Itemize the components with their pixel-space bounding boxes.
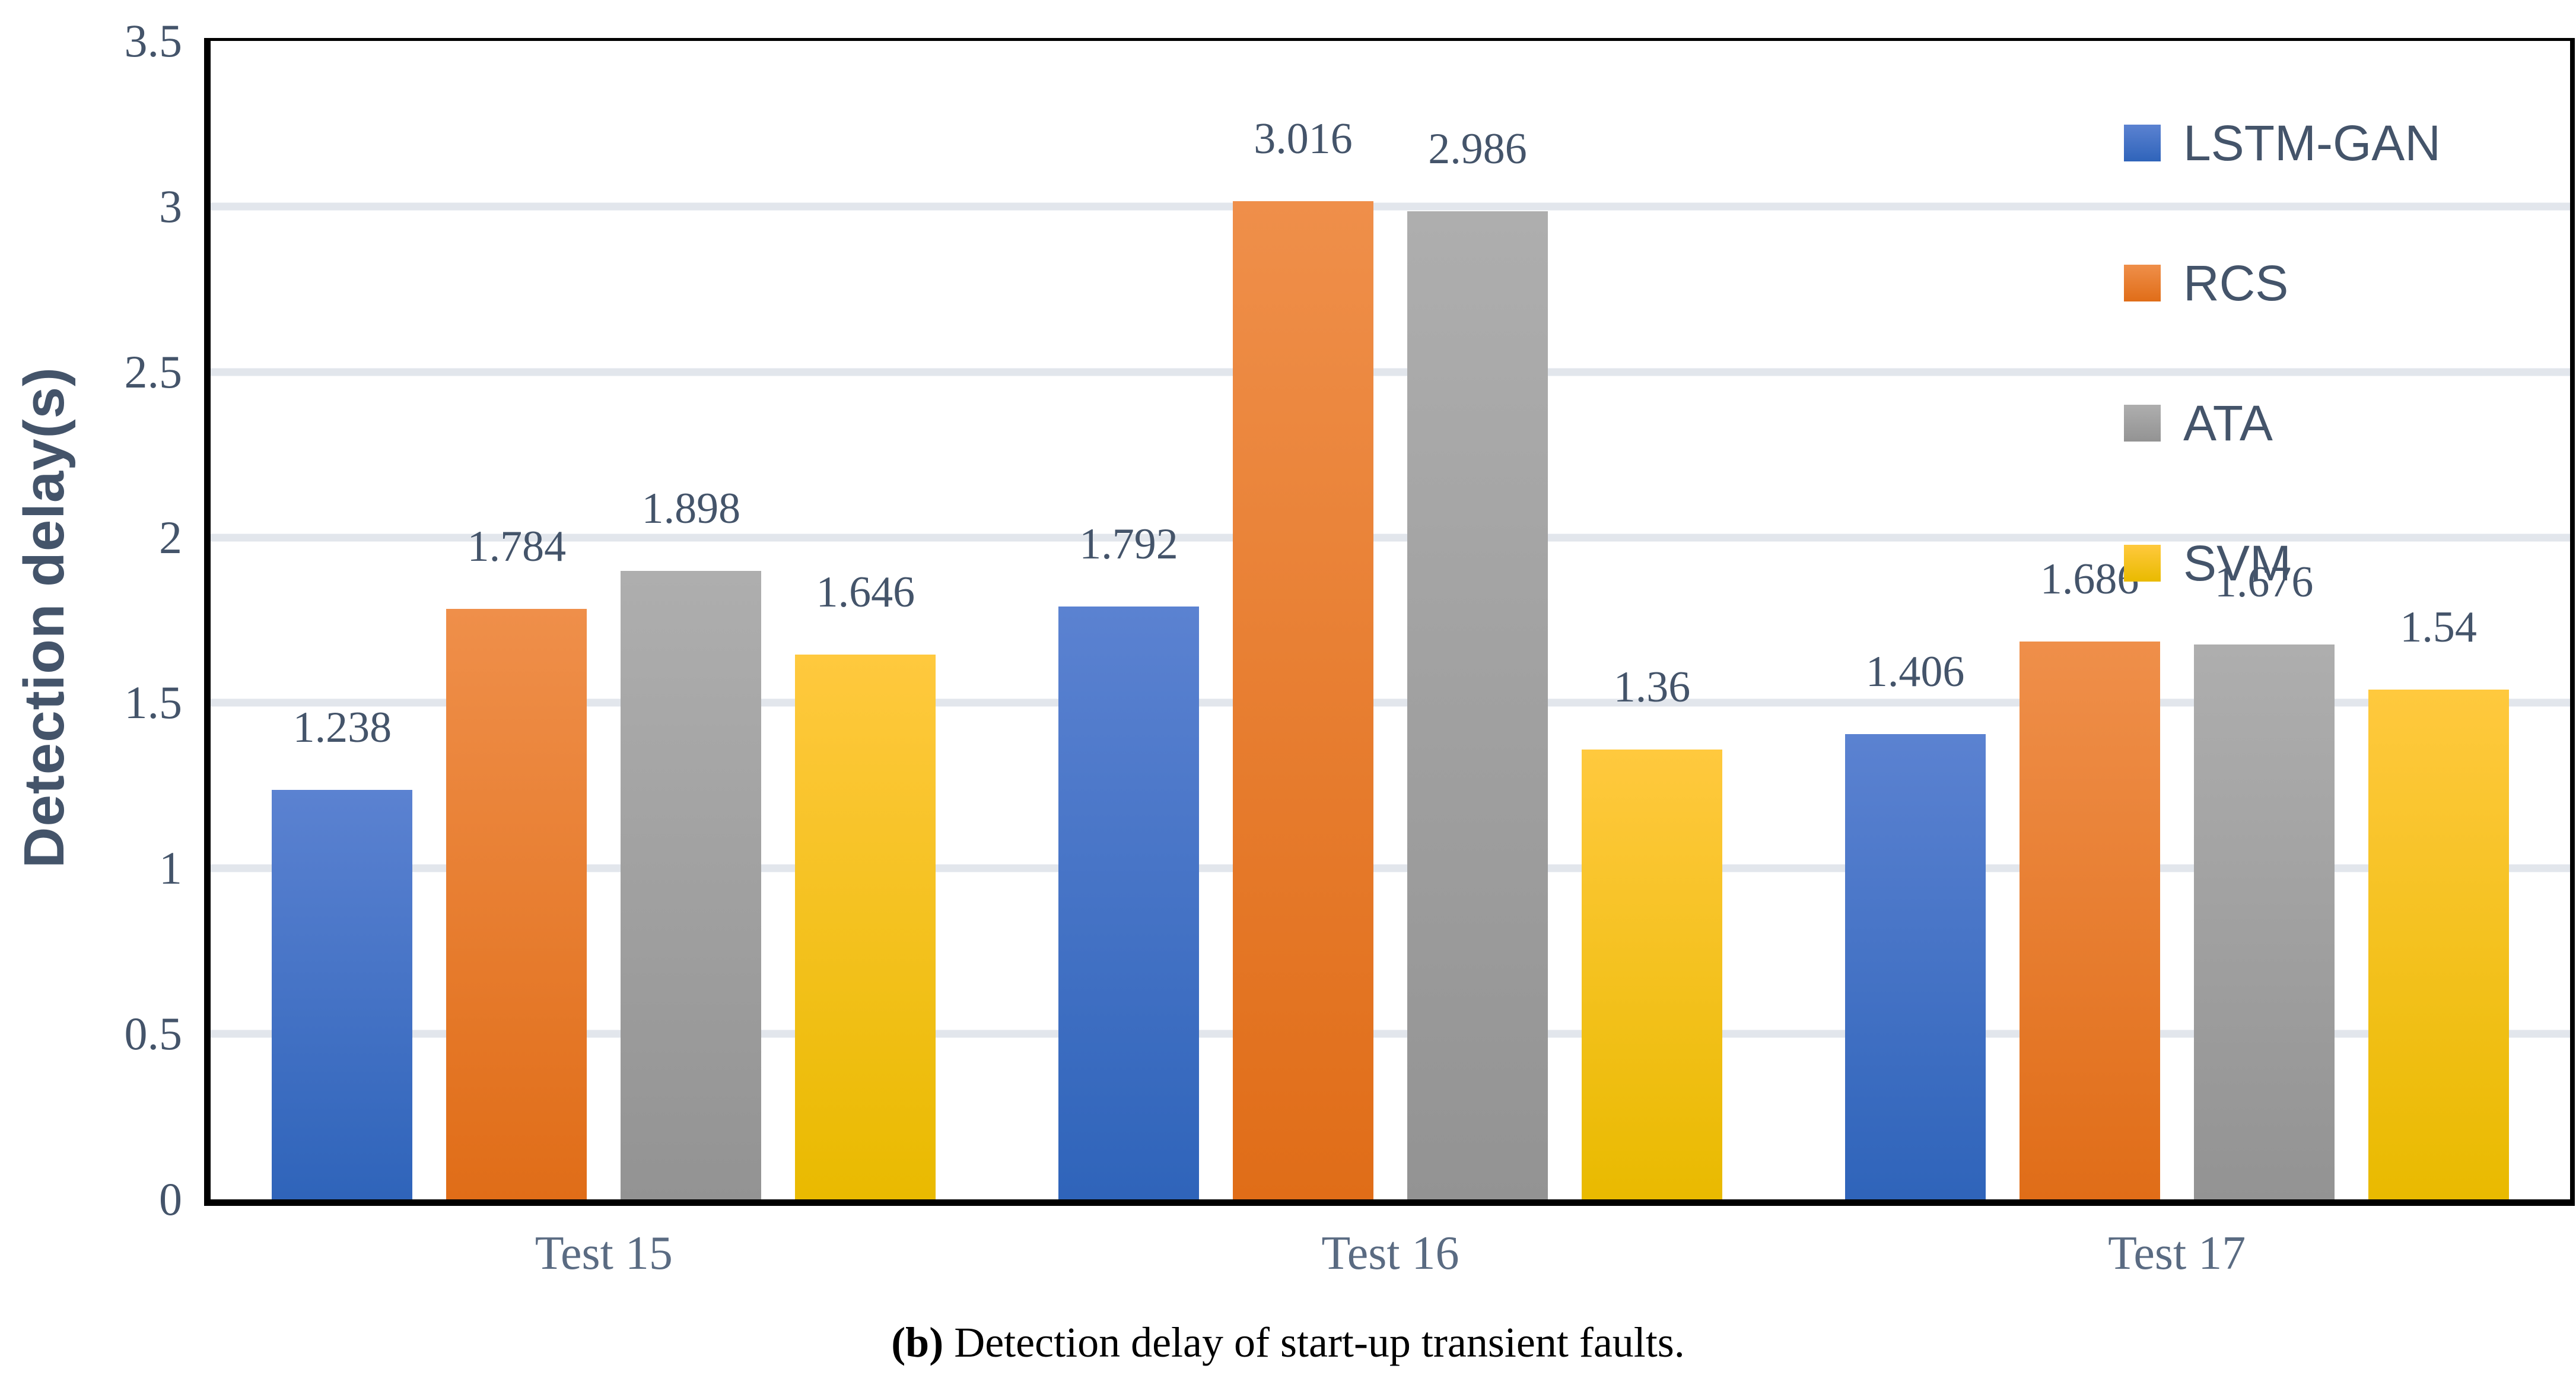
- x-category-label: Test 15: [535, 1227, 673, 1279]
- y-tick-label: 0.5: [124, 1008, 183, 1060]
- y-tick-label: 0: [159, 1173, 182, 1225]
- legend-item: SVM: [2123, 535, 2441, 591]
- y-tick-label: 3.5: [124, 15, 183, 66]
- caption-label: (b): [891, 1319, 944, 1366]
- bar-group: 1.238 1.784 1.898 1.646 Test 15: [272, 41, 936, 1279]
- gridline: [211, 202, 2570, 211]
- caption-text: Detection delay of start-up transient fa…: [943, 1319, 1685, 1366]
- bar-groups: 1.238 1.784 1.898 1.646 Test 15 1.792 3.016 2.9…: [211, 41, 2570, 1279]
- bar-svm: 1.36: [1581, 663, 1722, 1199]
- y-axis-title: Detection delay(s): [12, 366, 76, 868]
- x-category-label: Test 16: [1321, 1227, 1459, 1279]
- legend-swatch-icon: [2123, 405, 2161, 442]
- bar-ata: 1.898: [621, 484, 762, 1199]
- legend-label: LSTM-GAN: [2183, 115, 2441, 171]
- legend-label: SVM: [2183, 535, 2291, 591]
- bar-rcs: 3.016: [1232, 115, 1373, 1199]
- legend-label: ATA: [2183, 395, 2273, 451]
- legend: LSTM-GAN RCS ATA SVM: [2123, 115, 2441, 591]
- bar-rcs: 1.686: [2019, 555, 2160, 1199]
- bar-value-label: 1.646: [816, 568, 915, 617]
- plot-area: 0 0.5 1 1.5 2 2.5 3 3.5 1.238 1.784 1.898 1.646 Tes…: [125, 18, 2575, 1279]
- bar-value-label: 1.406: [1865, 647, 1965, 696]
- bar-lstm-gan: 1.792: [1058, 520, 1199, 1199]
- bar-svm: 1.54: [2368, 603, 2509, 1199]
- bar-value-label: 1.676: [2214, 558, 2314, 607]
- bar-value-label: 1.784: [467, 522, 567, 571]
- figure-caption: (b) Detection delay of start-up transien…: [0, 1318, 2576, 1367]
- legend-item: ATA: [2123, 395, 2441, 451]
- legend-item: LSTM-GAN: [2123, 115, 2441, 171]
- y-axis-title-wrap: Detection delay(s): [0, 38, 89, 1196]
- x-category-label: Test 17: [2108, 1227, 2246, 1279]
- bar-value-label: 1.238: [292, 703, 392, 752]
- bar-rcs: 1.784: [446, 522, 587, 1199]
- bar-value-label: 3.016: [1254, 114, 1353, 163]
- y-tick-label: 1.5: [124, 677, 183, 729]
- bar-ata: 1.676: [2193, 558, 2335, 1199]
- y-tick-label: 3: [159, 180, 182, 232]
- legend-swatch-icon: [2123, 265, 2161, 301]
- bar-group: 1.406 1.686 1.676 1.54 Test 17: [1844, 41, 2509, 1279]
- legend-swatch-icon: [2123, 125, 2161, 161]
- gridline: [211, 368, 2570, 376]
- gridline: [211, 534, 2570, 542]
- y-tick-label: 1: [159, 842, 182, 894]
- bar-lstm-gan: 1.238: [272, 703, 413, 1199]
- bar-value-label: 1.898: [641, 484, 741, 534]
- bar-value-label: 1.792: [1079, 519, 1178, 569]
- legend-label: RCS: [2183, 255, 2289, 311]
- bar-value-label: 1.686: [2040, 554, 2139, 604]
- bar-svm: 1.646: [795, 568, 936, 1199]
- bar-value-label: 2.986: [1428, 124, 1527, 173]
- bar-lstm-gan: 1.406: [1844, 647, 1986, 1199]
- legend-item: RCS: [2123, 255, 2441, 311]
- y-tick-label: 2.5: [124, 345, 183, 398]
- bar-ata: 2.986: [1407, 125, 1548, 1199]
- bar-value-label: 1.36: [1613, 662, 1691, 712]
- bar-group: 1.792 3.016 2.986 1.36 Test 16: [1058, 41, 1722, 1279]
- bar-value-label: 1.54: [2400, 603, 2477, 652]
- y-tick-label: 2: [159, 511, 182, 563]
- legend-swatch-icon: [2123, 545, 2161, 582]
